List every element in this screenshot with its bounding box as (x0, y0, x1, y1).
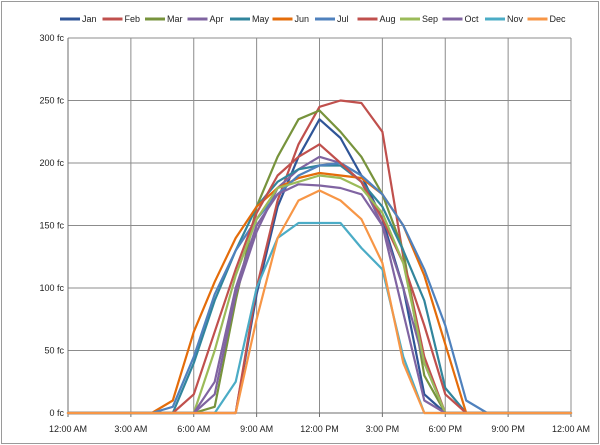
legend-label-apr: Apr (210, 14, 224, 24)
gridlines (67, 37, 572, 414)
x-tick-label: 12:00 AM (49, 424, 87, 434)
y-tick-label: 50 fc (44, 346, 64, 356)
series-lines (66, 99, 573, 415)
x-tick-label: 9:00 AM (240, 424, 273, 434)
legend-label-nov: Nov (507, 14, 524, 24)
legend-label-aug: Aug (380, 14, 396, 24)
x-tick-label: 6:00 PM (428, 424, 462, 434)
x-tick-label: 3:00 PM (366, 424, 400, 434)
legend-label-mar: Mar (167, 14, 183, 24)
legend-label-dec: Dec (550, 14, 567, 24)
y-tick-label: 250 fc (39, 96, 64, 106)
x-tick-label: 12:00 AM (552, 424, 590, 434)
x-tick-label: 3:00 AM (114, 424, 147, 434)
legend-label-may: May (252, 14, 270, 24)
legend-label-oct: Oct (465, 14, 480, 24)
legend-label-sep: Sep (422, 14, 438, 24)
legend: Jan Feb Mar Apr May Jun Jul Aug Sep Oct Nov Dec (60, 14, 566, 24)
legend-label-jun: Jun (295, 14, 310, 24)
legend-label-jul: Jul (337, 14, 349, 24)
x-tick-label: 12:00 PM (300, 424, 339, 434)
series-line-dec (66, 189, 573, 415)
y-tick-label: 300 fc (39, 33, 64, 43)
y-tick-label: 150 fc (39, 221, 64, 231)
legend-label-jan: Jan (82, 14, 97, 24)
x-tick-label: 9:00 PM (491, 424, 525, 434)
y-tick-label: 0 fc (49, 408, 64, 418)
y-tick-label: 200 fc (39, 158, 64, 168)
y-tick-label: 100 fc (39, 283, 64, 293)
x-tick-label: 6:00 AM (177, 424, 210, 434)
legend-label-feb: Feb (125, 14, 141, 24)
tick-labels: 0 fc 50 fc 100 fc 150 fc 200 fc 250 fc 300 fc 1… (39, 33, 590, 434)
